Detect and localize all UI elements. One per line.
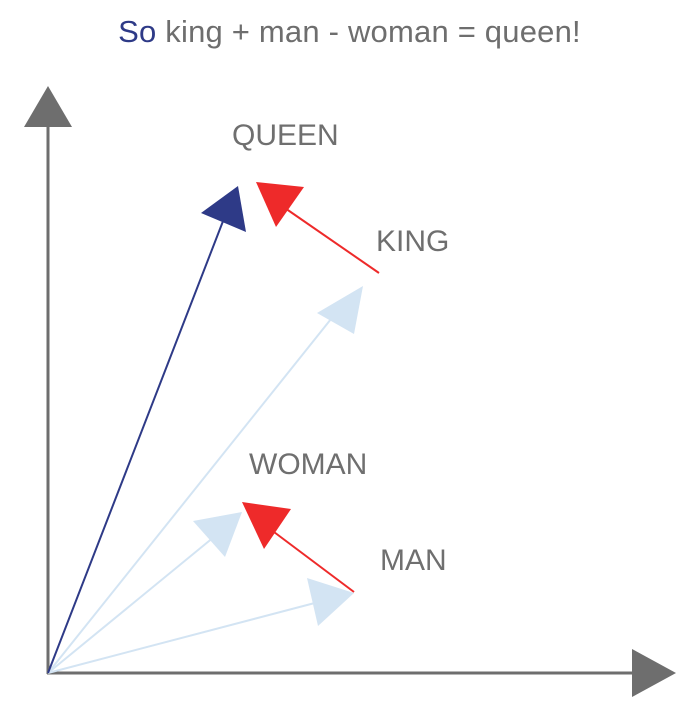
diagram-title: So king + man - woman = queen! bbox=[0, 14, 699, 50]
label-man: MAN bbox=[380, 544, 447, 577]
y-axis-arrowhead bbox=[24, 86, 72, 127]
man-to-woman-line bbox=[265, 525, 355, 593]
woman-vector-arrowhead bbox=[193, 512, 242, 557]
axes bbox=[24, 86, 676, 697]
king-vector-arrowhead bbox=[317, 286, 363, 334]
woman-vector-line bbox=[47, 531, 221, 674]
title-equation: king + man - woman = queen! bbox=[156, 14, 581, 49]
label-king: KING bbox=[376, 225, 450, 258]
man-to-woman-arrowhead bbox=[242, 502, 291, 549]
king-vector-line bbox=[47, 308, 340, 674]
label-woman: WOMAN bbox=[249, 448, 368, 481]
title-highlight: So bbox=[118, 14, 157, 49]
man-vector-line bbox=[47, 598, 331, 674]
queen-vector bbox=[47, 186, 246, 674]
queen-vector-arrowhead bbox=[201, 186, 246, 232]
x-axis-arrowhead bbox=[632, 649, 676, 697]
label-queen: QUEEN bbox=[232, 119, 339, 152]
word-vectors bbox=[47, 286, 363, 674]
king-to-queen-line bbox=[281, 205, 380, 274]
queen-vector-line bbox=[47, 215, 226, 674]
king-to-queen-arrowhead bbox=[256, 182, 304, 227]
man-vector-arrowhead bbox=[307, 578, 354, 626]
difference-vectors bbox=[242, 182, 380, 593]
